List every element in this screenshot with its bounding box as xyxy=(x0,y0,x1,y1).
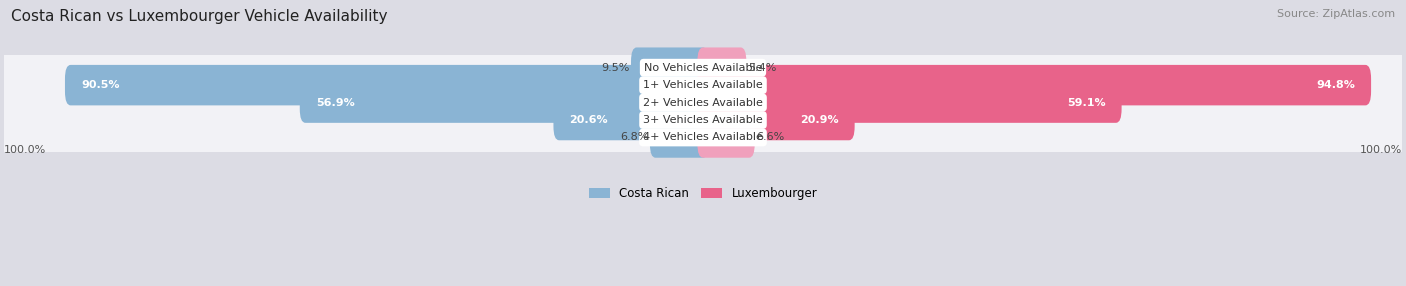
FancyBboxPatch shape xyxy=(697,47,747,88)
Text: 20.9%: 20.9% xyxy=(800,115,838,125)
Text: 9.5%: 9.5% xyxy=(602,63,630,73)
Text: 6.6%: 6.6% xyxy=(756,132,785,142)
Text: No Vehicles Available: No Vehicles Available xyxy=(644,63,762,73)
Text: 2+ Vehicles Available: 2+ Vehicles Available xyxy=(643,98,763,108)
Text: 59.1%: 59.1% xyxy=(1067,98,1105,108)
Text: Source: ZipAtlas.com: Source: ZipAtlas.com xyxy=(1277,9,1395,19)
Text: 100.0%: 100.0% xyxy=(1360,145,1402,155)
Text: 3+ Vehicles Available: 3+ Vehicles Available xyxy=(643,115,763,125)
FancyBboxPatch shape xyxy=(0,98,1406,142)
FancyBboxPatch shape xyxy=(0,45,1406,90)
Text: 6.8%: 6.8% xyxy=(620,132,648,142)
FancyBboxPatch shape xyxy=(697,82,1122,123)
Text: 20.6%: 20.6% xyxy=(569,115,609,125)
FancyBboxPatch shape xyxy=(650,117,709,158)
Text: 90.5%: 90.5% xyxy=(82,80,120,90)
FancyBboxPatch shape xyxy=(0,63,1406,108)
Legend: Costa Rican, Luxembourger: Costa Rican, Luxembourger xyxy=(589,187,817,200)
FancyBboxPatch shape xyxy=(0,115,1406,160)
FancyBboxPatch shape xyxy=(697,65,1371,105)
Text: 1+ Vehicles Available: 1+ Vehicles Available xyxy=(643,80,763,90)
FancyBboxPatch shape xyxy=(65,65,709,105)
FancyBboxPatch shape xyxy=(554,100,709,140)
FancyBboxPatch shape xyxy=(0,80,1406,125)
Text: 4+ Vehicles Available: 4+ Vehicles Available xyxy=(643,132,763,142)
Text: 100.0%: 100.0% xyxy=(4,145,46,155)
Text: 94.8%: 94.8% xyxy=(1316,80,1355,90)
FancyBboxPatch shape xyxy=(697,100,855,140)
Text: 5.4%: 5.4% xyxy=(748,63,776,73)
FancyBboxPatch shape xyxy=(697,117,755,158)
FancyBboxPatch shape xyxy=(631,47,709,88)
FancyBboxPatch shape xyxy=(299,82,709,123)
Text: 56.9%: 56.9% xyxy=(316,98,354,108)
Text: Costa Rican vs Luxembourger Vehicle Availability: Costa Rican vs Luxembourger Vehicle Avai… xyxy=(11,9,388,23)
